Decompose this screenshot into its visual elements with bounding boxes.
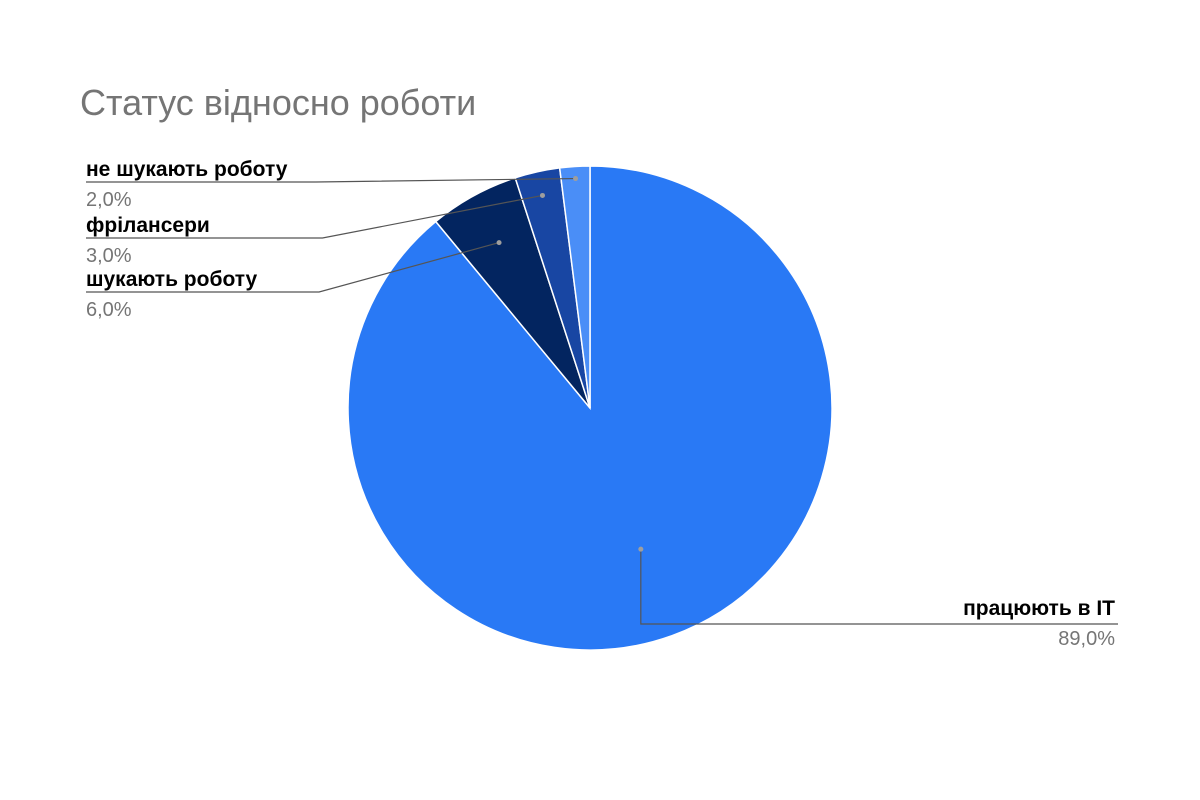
leader-dot-1 <box>496 240 502 246</box>
pie-slice-3 <box>558 165 591 409</box>
leader-line-2 <box>86 194 543 239</box>
leader-dot-0 <box>638 546 644 552</box>
leader-dot-3 <box>573 176 579 182</box>
leader-line-1 <box>86 242 500 293</box>
leader-line-0 <box>640 549 1118 625</box>
slice-label-2: фрілансери <box>86 214 210 237</box>
slice-label-0: працюють в IT <box>963 597 1115 620</box>
slice-value-3: 2,0% <box>86 189 132 211</box>
slice-value-0: 89,0% <box>1058 628 1115 650</box>
chart-title: Статус відносно роботи <box>80 82 476 123</box>
slice-label-1: шукають роботу <box>86 268 258 291</box>
leader-line-3 <box>86 177 576 183</box>
leader-dot-2 <box>539 192 545 198</box>
slice-value-1: 6,0% <box>86 299 132 321</box>
slice-label-3: не шукають роботу <box>86 158 288 181</box>
pie-slices <box>347 165 833 651</box>
slice-value-2: 3,0% <box>86 245 132 267</box>
slice-labels: працюють в IT 89,0% шукають роботу 6,0% фріл… <box>86 158 1115 650</box>
leader-lines <box>86 176 1118 625</box>
